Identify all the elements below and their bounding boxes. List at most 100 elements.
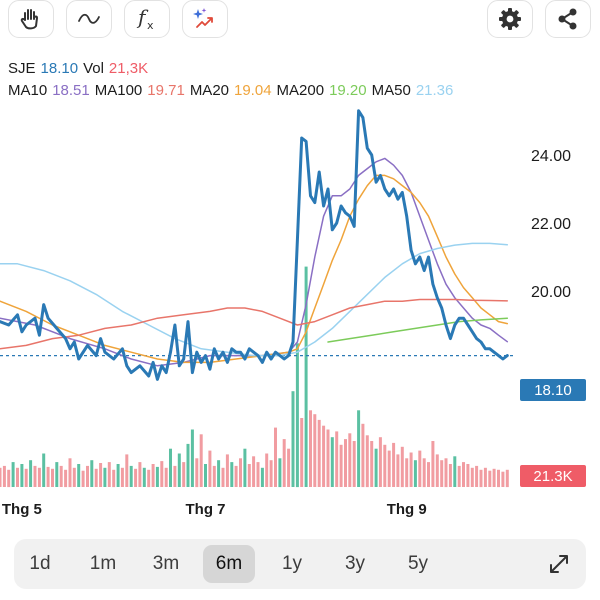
price-info-line: SJE 18.10 Vol 21,3K (8, 60, 153, 77)
range-1y-button[interactable]: 1y (281, 553, 303, 574)
ma20-value: 19.04 (234, 82, 272, 99)
volume-bar (313, 414, 317, 487)
volume-bar (199, 434, 203, 487)
volume-bar (440, 460, 444, 487)
ma200-value: 19.20 (329, 82, 367, 99)
current-volume-badge: 21.3K (520, 465, 586, 487)
volume-bar (221, 467, 225, 487)
ma100-value: 19.71 (147, 82, 185, 99)
volume-bar (169, 448, 172, 487)
volume-bar (55, 462, 59, 487)
series-line-ma100 (0, 298, 509, 350)
series-line-ma200 (327, 317, 509, 343)
volume-bar (186, 443, 190, 487)
volume-bar (147, 469, 151, 488)
volume-bar (182, 462, 186, 487)
volume-bar (16, 467, 19, 487)
y-tick-label: 22.00 (531, 216, 571, 233)
volume-bar (492, 468, 496, 487)
moving-average-legend: MA10 18.51 MA100 19.71 MA20 19.04 MA200 19.20 MA… (8, 82, 458, 99)
ma10-label: MA10 (8, 82, 48, 99)
range-3y-button[interactable]: 3y (344, 553, 366, 574)
x-tick-label: Thg 7 (186, 501, 226, 518)
current-price-badge: 18.10 (520, 379, 586, 401)
volume-bar (400, 446, 404, 488)
volume-bar (20, 464, 24, 487)
volume-bar (295, 343, 299, 488)
x-tick-label: Thg 5 (2, 501, 42, 518)
volume-bar (322, 425, 326, 487)
range-6m-button[interactable]: 6m (203, 545, 255, 583)
volume-bar (422, 458, 426, 488)
volume-bar (309, 410, 312, 487)
volume-bar (444, 458, 448, 488)
volume-bar (177, 453, 181, 487)
volume-bar (475, 465, 479, 487)
share-icon (558, 8, 577, 30)
volume-bar (99, 463, 103, 487)
share-button[interactable] (545, 0, 591, 38)
volume-bar (326, 429, 330, 487)
range-1m-button[interactable]: 1m (89, 553, 117, 574)
ma50-label: MA50 (371, 82, 411, 99)
function-button[interactable]: f x (124, 0, 170, 38)
volume-bar (435, 454, 439, 487)
volume-bar (160, 461, 164, 487)
volume-label: Vol (83, 60, 104, 77)
range-3m-button[interactable]: 3m (152, 553, 180, 574)
volume-bar (505, 469, 509, 488)
volume-bar (488, 470, 492, 487)
curve-line-icon (78, 13, 100, 24)
curve-line-button[interactable] (66, 0, 112, 38)
ai-chart-button[interactable] (182, 0, 228, 38)
svg-text:x: x (147, 19, 154, 32)
range-1d-button[interactable]: 1d (29, 553, 51, 574)
volume-bar (483, 467, 487, 487)
volume-bar (348, 433, 352, 487)
volume-bar (42, 453, 46, 487)
volume-bar (7, 469, 11, 488)
volume-bar (361, 423, 365, 488)
volume-bar (453, 456, 457, 487)
time-range-selector: 1d 1m 3m 6m 1y 3y 5y (14, 539, 586, 589)
volume-bar (252, 456, 256, 487)
volume-bar (413, 460, 417, 487)
y-tick-label: 26.00 (531, 96, 571, 97)
ma100-label: MA100 (94, 82, 143, 99)
volume-bar (448, 464, 452, 487)
volume-bar (370, 441, 374, 487)
volume-bar (243, 448, 247, 487)
volume-bar (11, 462, 15, 487)
ma50-value: 21.36 (415, 82, 454, 99)
volume-bar (409, 452, 413, 487)
range-5y-button[interactable]: 5y (407, 553, 429, 574)
volume-bar (37, 467, 41, 487)
volume-bar (335, 431, 339, 487)
volume-bar (120, 467, 124, 487)
volume-bar (81, 470, 85, 487)
hand-draw-button[interactable] (8, 0, 54, 38)
volume-bar (344, 439, 347, 487)
volume-bar (212, 465, 216, 487)
ma200-label: MA200 (276, 82, 325, 99)
volume-bar (51, 468, 54, 487)
price-chart[interactable]: 26.00 24.00 22.00 20.00 Thg 5 Thg 7 Thg 9 (0, 96, 600, 526)
volume-bar (383, 444, 387, 487)
volume-bar (142, 467, 146, 487)
chart-toolbar: f x (0, 0, 600, 44)
volume-bar (287, 448, 291, 487)
volume-bar (2, 465, 6, 487)
settings-button[interactable] (487, 0, 533, 38)
ma10-value: 18.51 (52, 82, 90, 99)
volume-bar (352, 441, 356, 487)
fullscreen-button[interactable] (542, 547, 576, 581)
volume-bar (265, 453, 269, 487)
volume-bar (59, 465, 63, 487)
volume-bar (392, 442, 396, 487)
y-tick-label: 20.00 (531, 284, 571, 301)
volume-bar (300, 418, 304, 487)
volume-bar (374, 448, 378, 487)
volume-bar (405, 458, 409, 488)
volume-bar (46, 466, 50, 487)
volume-bar (164, 467, 168, 487)
